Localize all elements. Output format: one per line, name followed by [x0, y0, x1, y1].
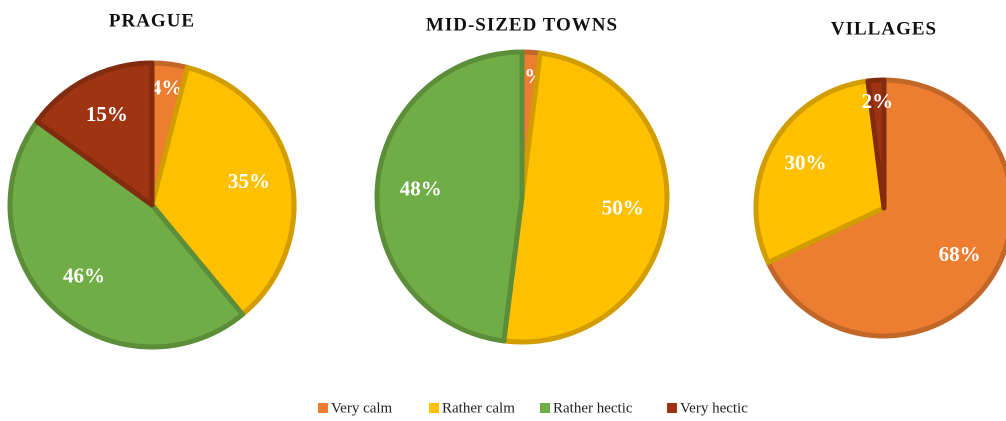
pie-slice [765, 77, 1006, 339]
chart-title: MID-SIZED TOWNS [426, 14, 618, 35]
value-label: 4% [151, 75, 183, 99]
legend-label: Rather calm [442, 400, 515, 416]
legend-swatch [318, 403, 328, 413]
value-label: 48% [400, 176, 442, 200]
value-label: 68% [939, 242, 981, 266]
chart-title: PRAGUE [109, 10, 195, 31]
pie-slice [7, 119, 246, 350]
value-label: 2% [862, 89, 894, 113]
legend-label: Rather hectic [553, 400, 633, 416]
legend-label: Very calm [331, 400, 393, 416]
legend-label: Very hectic [680, 400, 748, 416]
pie-slice [149, 64, 297, 317]
value-label: 30% [784, 151, 826, 175]
pie-slice [34, 60, 155, 208]
pie-slice [501, 50, 670, 345]
legend-swatch [429, 403, 439, 413]
legend-swatch [667, 403, 677, 413]
pie-slice [753, 78, 887, 265]
value-label: 15% [86, 102, 128, 126]
value-label: 46% [63, 263, 105, 287]
value-label: 35% [228, 169, 270, 193]
value-label: 50% [602, 196, 644, 220]
chart-title: VILLAGES [831, 18, 937, 39]
legend-swatch [540, 403, 550, 413]
pie-slice [865, 77, 887, 211]
pie-slice [374, 49, 525, 344]
